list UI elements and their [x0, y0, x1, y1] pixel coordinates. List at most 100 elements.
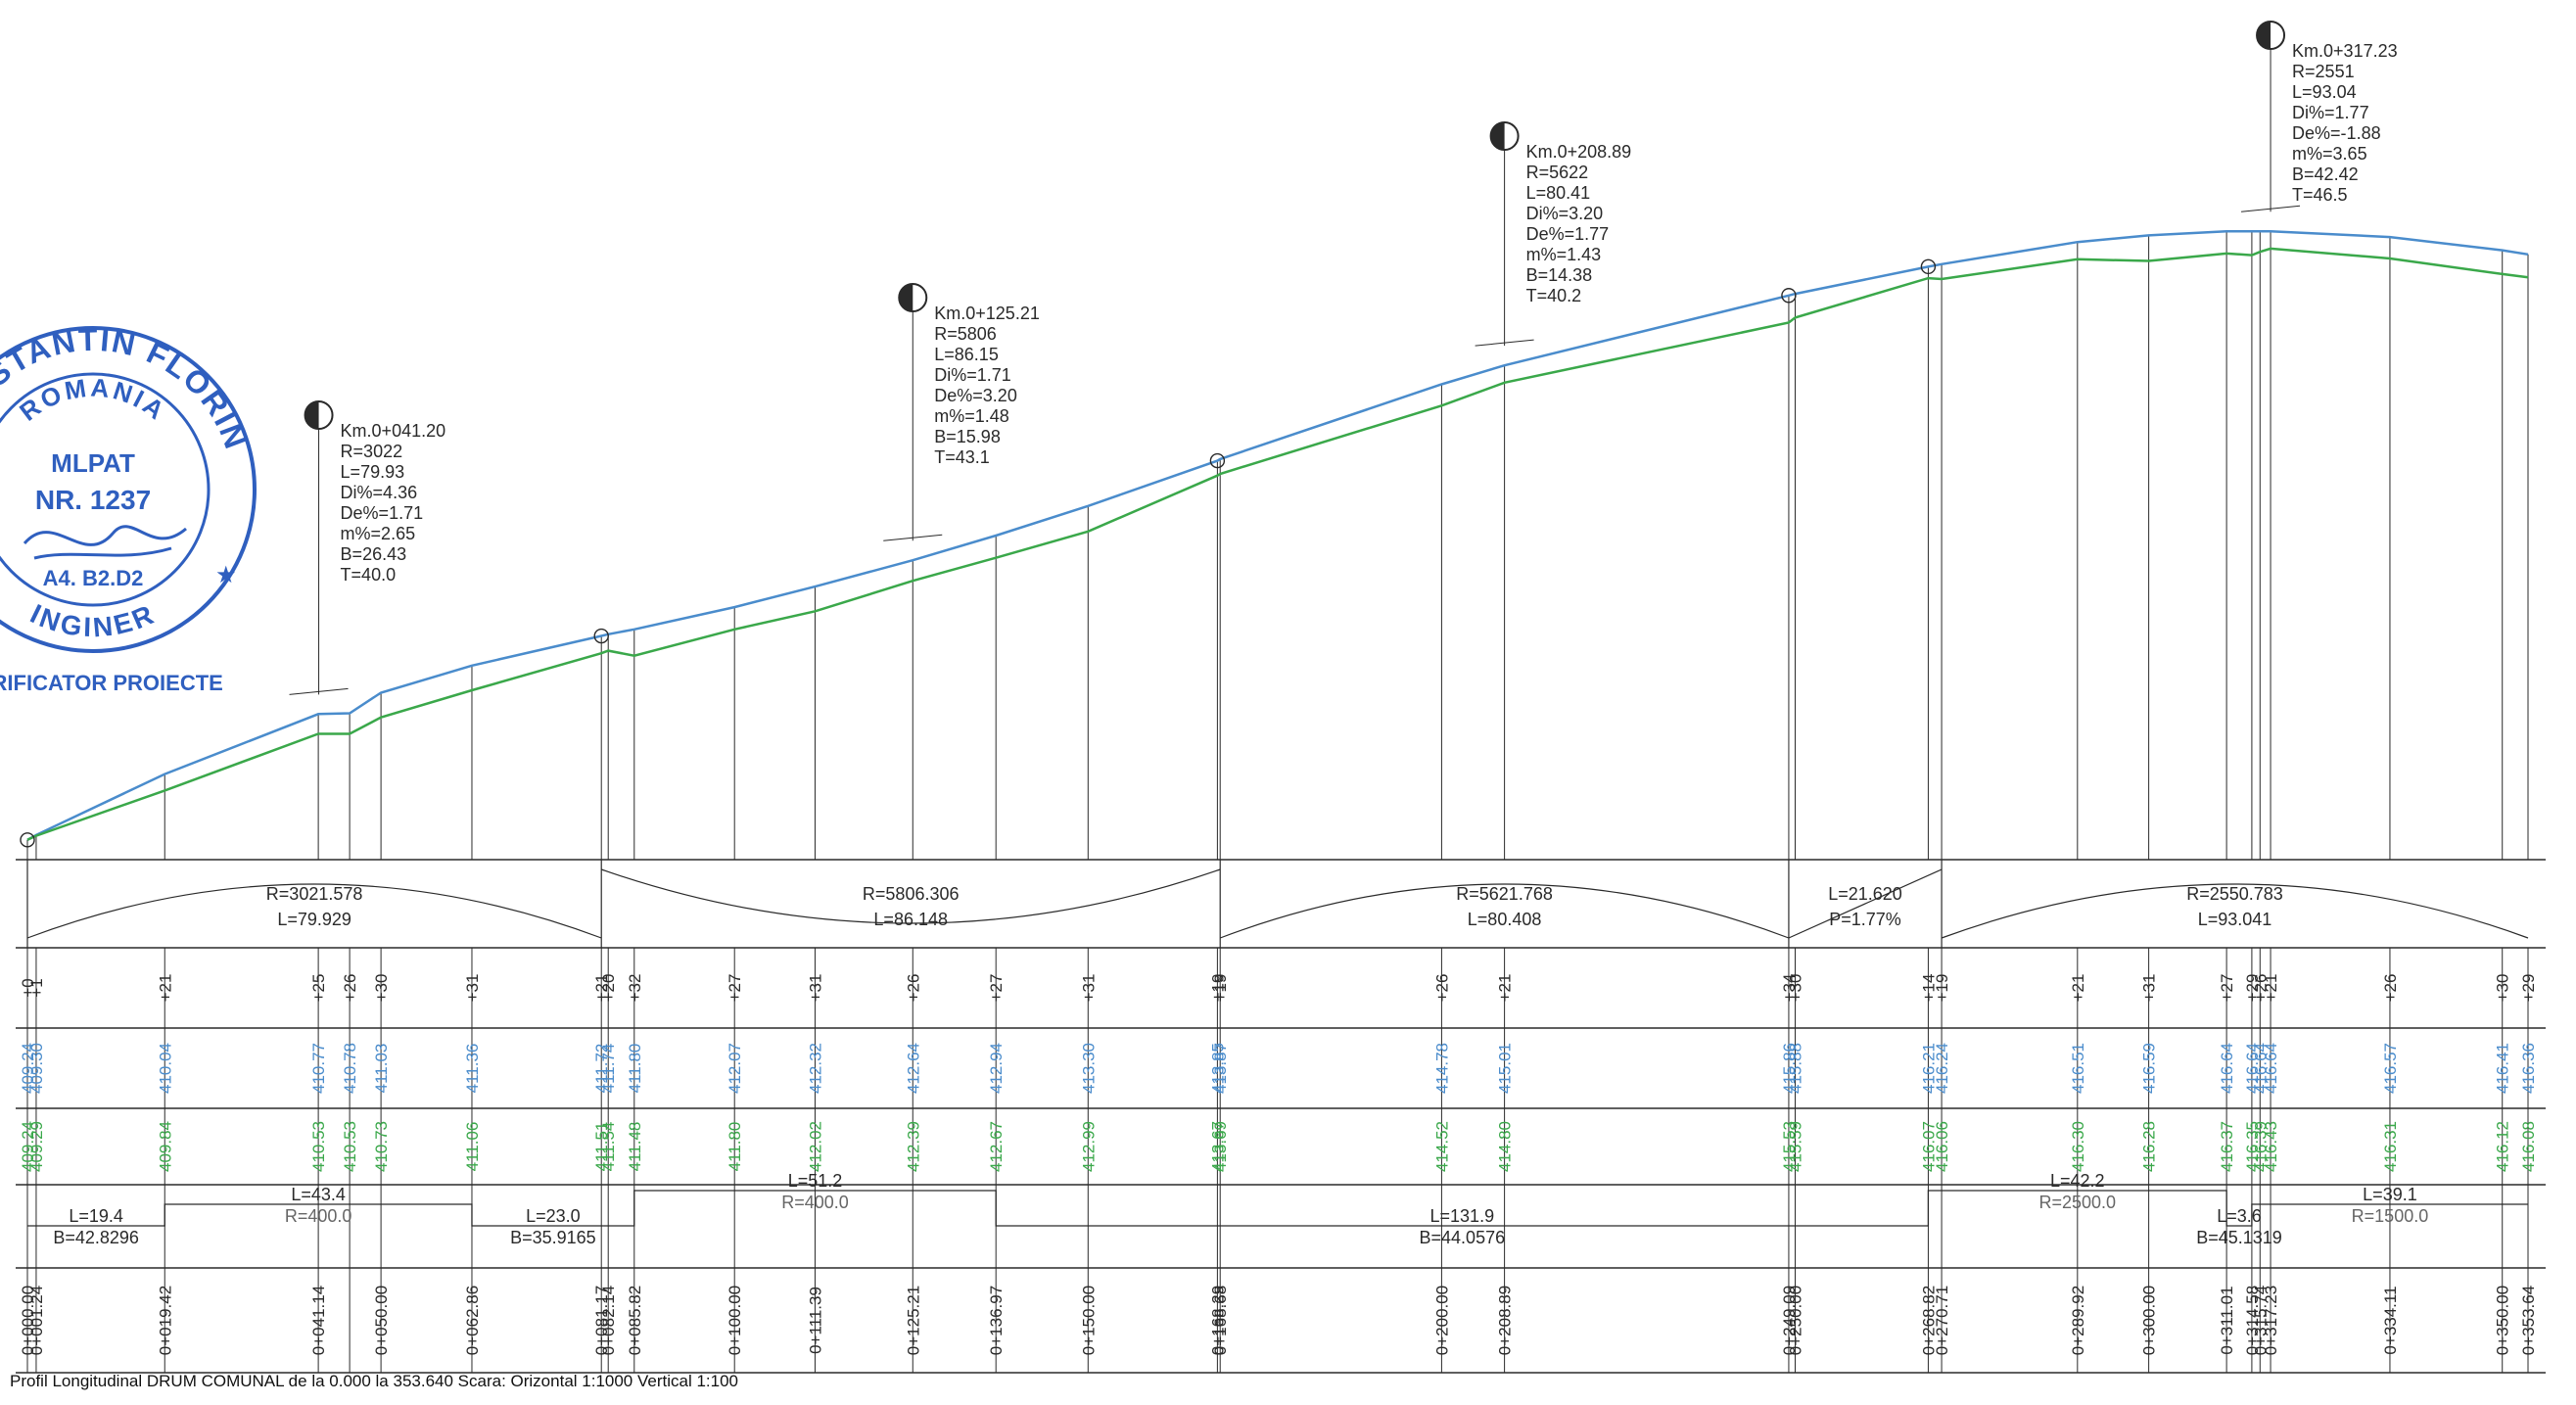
- alignment-length: L=39.1: [2363, 1185, 2417, 1204]
- terrain-elevation-label: 413.69: [1211, 1121, 1230, 1172]
- project-elevation-label: 411.03: [372, 1044, 391, 1094]
- stamp-authority: MLPAT: [51, 448, 135, 478]
- callout-tick: [1475, 339, 1534, 347]
- terrain-elevation-label: 413.67: [1208, 1121, 1227, 1172]
- partial-distance-label: +27: [2218, 974, 2236, 1003]
- partial-distance-label: +20: [599, 974, 618, 1003]
- chainage-label: 0+289.92: [2069, 1286, 2087, 1355]
- alignment-length: L=51.2: [788, 1171, 843, 1191]
- project-elevation-label: 416.24: [1933, 1043, 1951, 1094]
- partial-distance-label: +30: [372, 974, 391, 1003]
- terrain-elevation-label: 412.67: [987, 1121, 1006, 1172]
- partial-distance-label: +1: [27, 978, 46, 997]
- terrain-elevation-label: 416.43: [2262, 1121, 2280, 1172]
- chainage-label: 0+111.39: [806, 1287, 824, 1354]
- partial-distance-label: +25: [309, 974, 328, 1003]
- partial-distance-label: +31: [2140, 974, 2159, 1003]
- partial-distance-label: +19: [1211, 974, 1230, 1003]
- project-elevation-label: 412.32: [806, 1043, 824, 1094]
- partial-distance-label: +21: [156, 974, 174, 1003]
- partial-distance-label: +19: [1208, 974, 1227, 1003]
- project-elevation-label: 416.21: [1919, 1043, 1938, 1094]
- terrain-elevation-label: 416.07: [1919, 1121, 1938, 1172]
- partial-distance-label: +26: [2251, 974, 2270, 1003]
- callout-parameter: De%=-1.88: [2292, 123, 2381, 143]
- chainage-label: 0+082.14: [599, 1286, 618, 1355]
- project-elevation-label: 416.64: [2262, 1043, 2280, 1094]
- partial-distance-label: +31: [806, 974, 824, 1003]
- chainage-label: 0+250.00: [1787, 1286, 1805, 1355]
- callout-parameter: Di%=4.36: [341, 483, 418, 502]
- terrain-elevation-label: 411.51: [592, 1122, 611, 1172]
- project-elevation-label: 411.36: [463, 1044, 482, 1094]
- callout-station: Km.0+125.21: [934, 304, 1040, 323]
- terrain-elevation-label: 409.84: [156, 1121, 174, 1172]
- terrain-elevation-label: 409.24: [19, 1121, 37, 1172]
- callout-parameter: L=79.93: [341, 462, 405, 482]
- callout-station: Km.0+317.23: [2292, 41, 2398, 61]
- alignment-parameter: B=42.8296: [53, 1228, 139, 1247]
- terrain-elevation-label: 411.80: [726, 1122, 744, 1172]
- project-grade-line: [26, 229, 2529, 841]
- callout-parameter: B=42.42: [2292, 164, 2359, 184]
- tangent-point-marker: [593, 628, 609, 644]
- terrain-elevation-label: 416.28: [2140, 1121, 2159, 1172]
- stamp-role: VERIFICATOR PROIECTE: [0, 671, 223, 695]
- callout-parameter: T=43.1: [934, 447, 990, 467]
- chainage-label: 0+041.14: [309, 1286, 328, 1355]
- callout-parameter: m%=1.43: [1526, 245, 1602, 264]
- chainage-label: 0+334.11: [2381, 1286, 2400, 1354]
- pvi-symbol-fill: [1490, 122, 1505, 150]
- chainage-label: 0+062.86: [463, 1286, 482, 1355]
- terrain-elevation-label: 414.52: [1432, 1121, 1451, 1172]
- alignment-stepline: [27, 1190, 2528, 1227]
- chainage-label: 0+168.68: [1211, 1286, 1230, 1355]
- terrain-elevation-label: 412.39: [904, 1121, 922, 1172]
- partial-distance-label: +32: [626, 974, 644, 1003]
- callout-parameter: L=80.41: [1526, 183, 1591, 203]
- project-elevation-label: 412.94: [987, 1043, 1006, 1094]
- partial-distance-label: +26: [341, 974, 359, 1003]
- project-elevation-label: 416.57: [2381, 1043, 2400, 1094]
- partial-distance-label: +29: [2519, 974, 2538, 1003]
- callout-parameter: B=26.43: [341, 544, 407, 564]
- chainage-label: 0+270.71: [1933, 1286, 1951, 1355]
- terrain-elevation-label: 412.02: [806, 1121, 824, 1172]
- terrain-elevation-label: 416.39: [2251, 1121, 2270, 1172]
- callout-parameter: De%=1.77: [1526, 224, 1610, 244]
- project-elevation-label: 410.78: [341, 1043, 359, 1094]
- callout-parameter: T=40.2: [1526, 286, 1582, 305]
- engineer-stamp: CONSTANTIN FLORIN ROMANIA MLPAT NR. 1237…: [0, 322, 257, 695]
- chainage-label: 0+050.00: [372, 1286, 391, 1355]
- terrain-elevation-label: 416.35: [2243, 1121, 2262, 1172]
- terrain-elevation-label: 416.12: [2494, 1121, 2512, 1172]
- chainage-label: 0+150.00: [1079, 1286, 1098, 1355]
- alignment-length: L=43.4: [291, 1185, 346, 1204]
- callout-station: Km.0+208.89: [1526, 142, 1632, 162]
- vertical-curve-callouts: Km.0+041.20R=3022L=79.93Di%=4.36De%=1.71…: [289, 21, 2398, 695]
- callout-parameter: Di%=3.20: [1526, 204, 1604, 223]
- partial-distance-label: +34: [1780, 974, 1799, 1003]
- chainage-label: 0+200.00: [1432, 1286, 1451, 1355]
- tangent-point-marker: [1920, 258, 1937, 275]
- pvi-symbol-fill: [899, 284, 913, 311]
- alignment-length: L=19.4: [69, 1206, 123, 1226]
- partial-distance-label: +27: [987, 974, 1006, 1003]
- callout-parameter: B=14.38: [1526, 265, 1593, 285]
- partial-distance-label: +14: [1919, 974, 1938, 1003]
- terrain-elevation-label: 412.99: [1079, 1121, 1098, 1172]
- alignment-length: L=23.0: [526, 1206, 581, 1226]
- project-elevation-label: 416.59: [2140, 1043, 2159, 1094]
- terrain-elevation-label: 416.30: [2069, 1121, 2087, 1172]
- project-elevation-label: 409.30: [27, 1043, 46, 1094]
- pvi-symbol-fill: [2257, 22, 2272, 49]
- terrain-elevation-label: 415.53: [1780, 1121, 1799, 1172]
- chainage-label: 0+300.00: [2140, 1286, 2159, 1355]
- callout-tick: [289, 687, 349, 695]
- callout-parameter: R=2551: [2292, 62, 2355, 81]
- partial-distance-label: +29: [2243, 974, 2262, 1003]
- partial-distance-label: +26: [1432, 974, 1451, 1003]
- partial-distance-label: +27: [726, 974, 744, 1003]
- chainage-label: 0+085.82: [626, 1286, 644, 1355]
